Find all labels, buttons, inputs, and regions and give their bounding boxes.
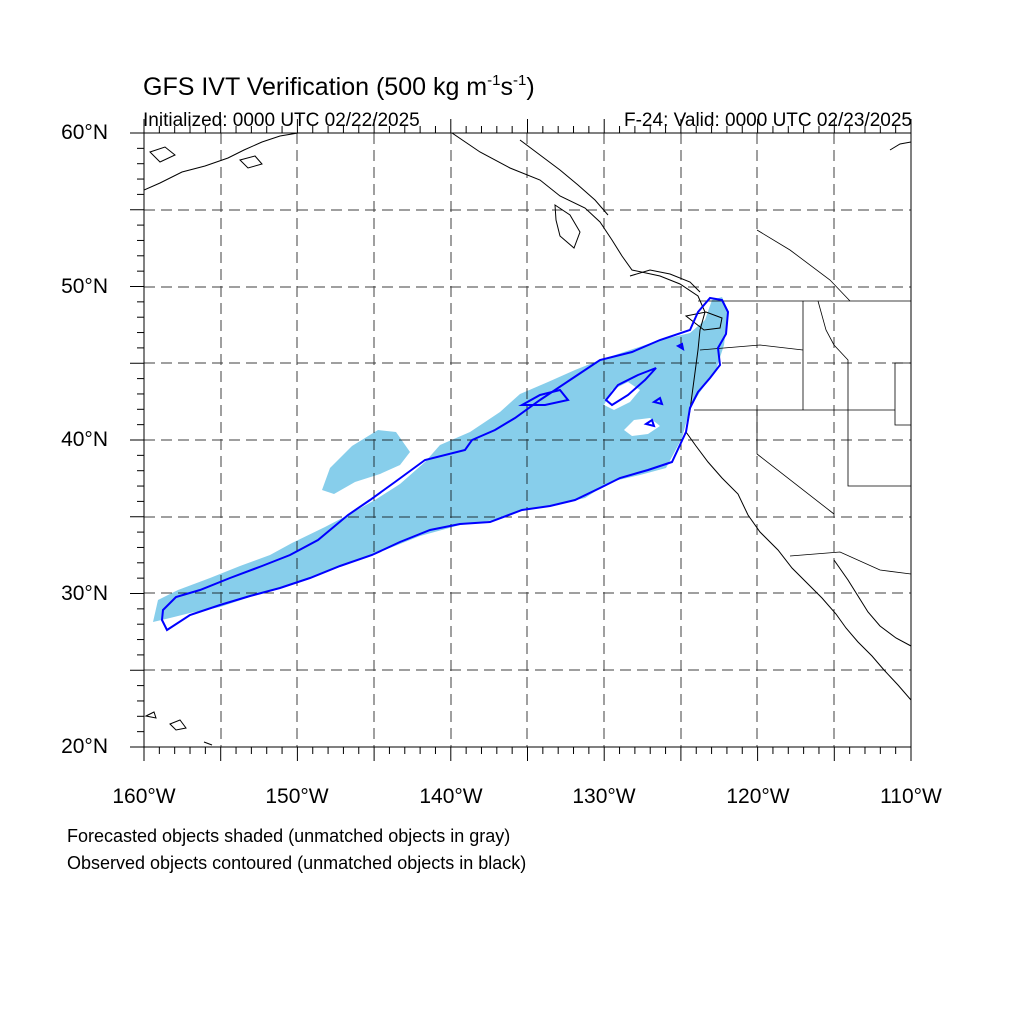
lat-label-60: 60°N — [61, 121, 108, 144]
forecast-gap — [604, 382, 640, 410]
lat-label-40: 40°N — [61, 428, 108, 451]
lat-label-50: 50°N — [61, 275, 108, 298]
graticule — [144, 133, 911, 747]
chart-title: GFS IVT Verification (500 kg m-1s-1) — [143, 72, 535, 101]
observed-object-contour — [160, 296, 730, 632]
forecast-gap — [624, 418, 660, 436]
lon-label-160w: 160°W — [112, 785, 176, 808]
axis-ticks — [130, 119, 912, 761]
political-borders — [694, 229, 911, 575]
lat-label-20: 20°N — [61, 735, 108, 758]
forecast-object-shading — [153, 297, 728, 622]
lon-label-140w: 140°W — [419, 785, 483, 808]
legend-forecast-note: Forecasted objects shaded (unmatched obj… — [67, 826, 511, 846]
valid-time: F-24: Valid: 0000 UTC 02/23/2025 — [624, 110, 912, 131]
lat-label-30: 30°N — [61, 582, 108, 605]
legend-observed-note: Observed objects contoured (unmatched ob… — [67, 853, 527, 873]
lon-label-130w: 130°W — [572, 785, 636, 808]
forecast-object-shading — [322, 430, 410, 494]
initialized-time: Initialized: 0000 UTC 02/22/2025 — [143, 110, 420, 131]
lon-label-150w: 150°W — [265, 785, 329, 808]
lon-label-110w: 110°W — [880, 785, 942, 808]
lon-label-120w: 120°W — [726, 785, 790, 808]
